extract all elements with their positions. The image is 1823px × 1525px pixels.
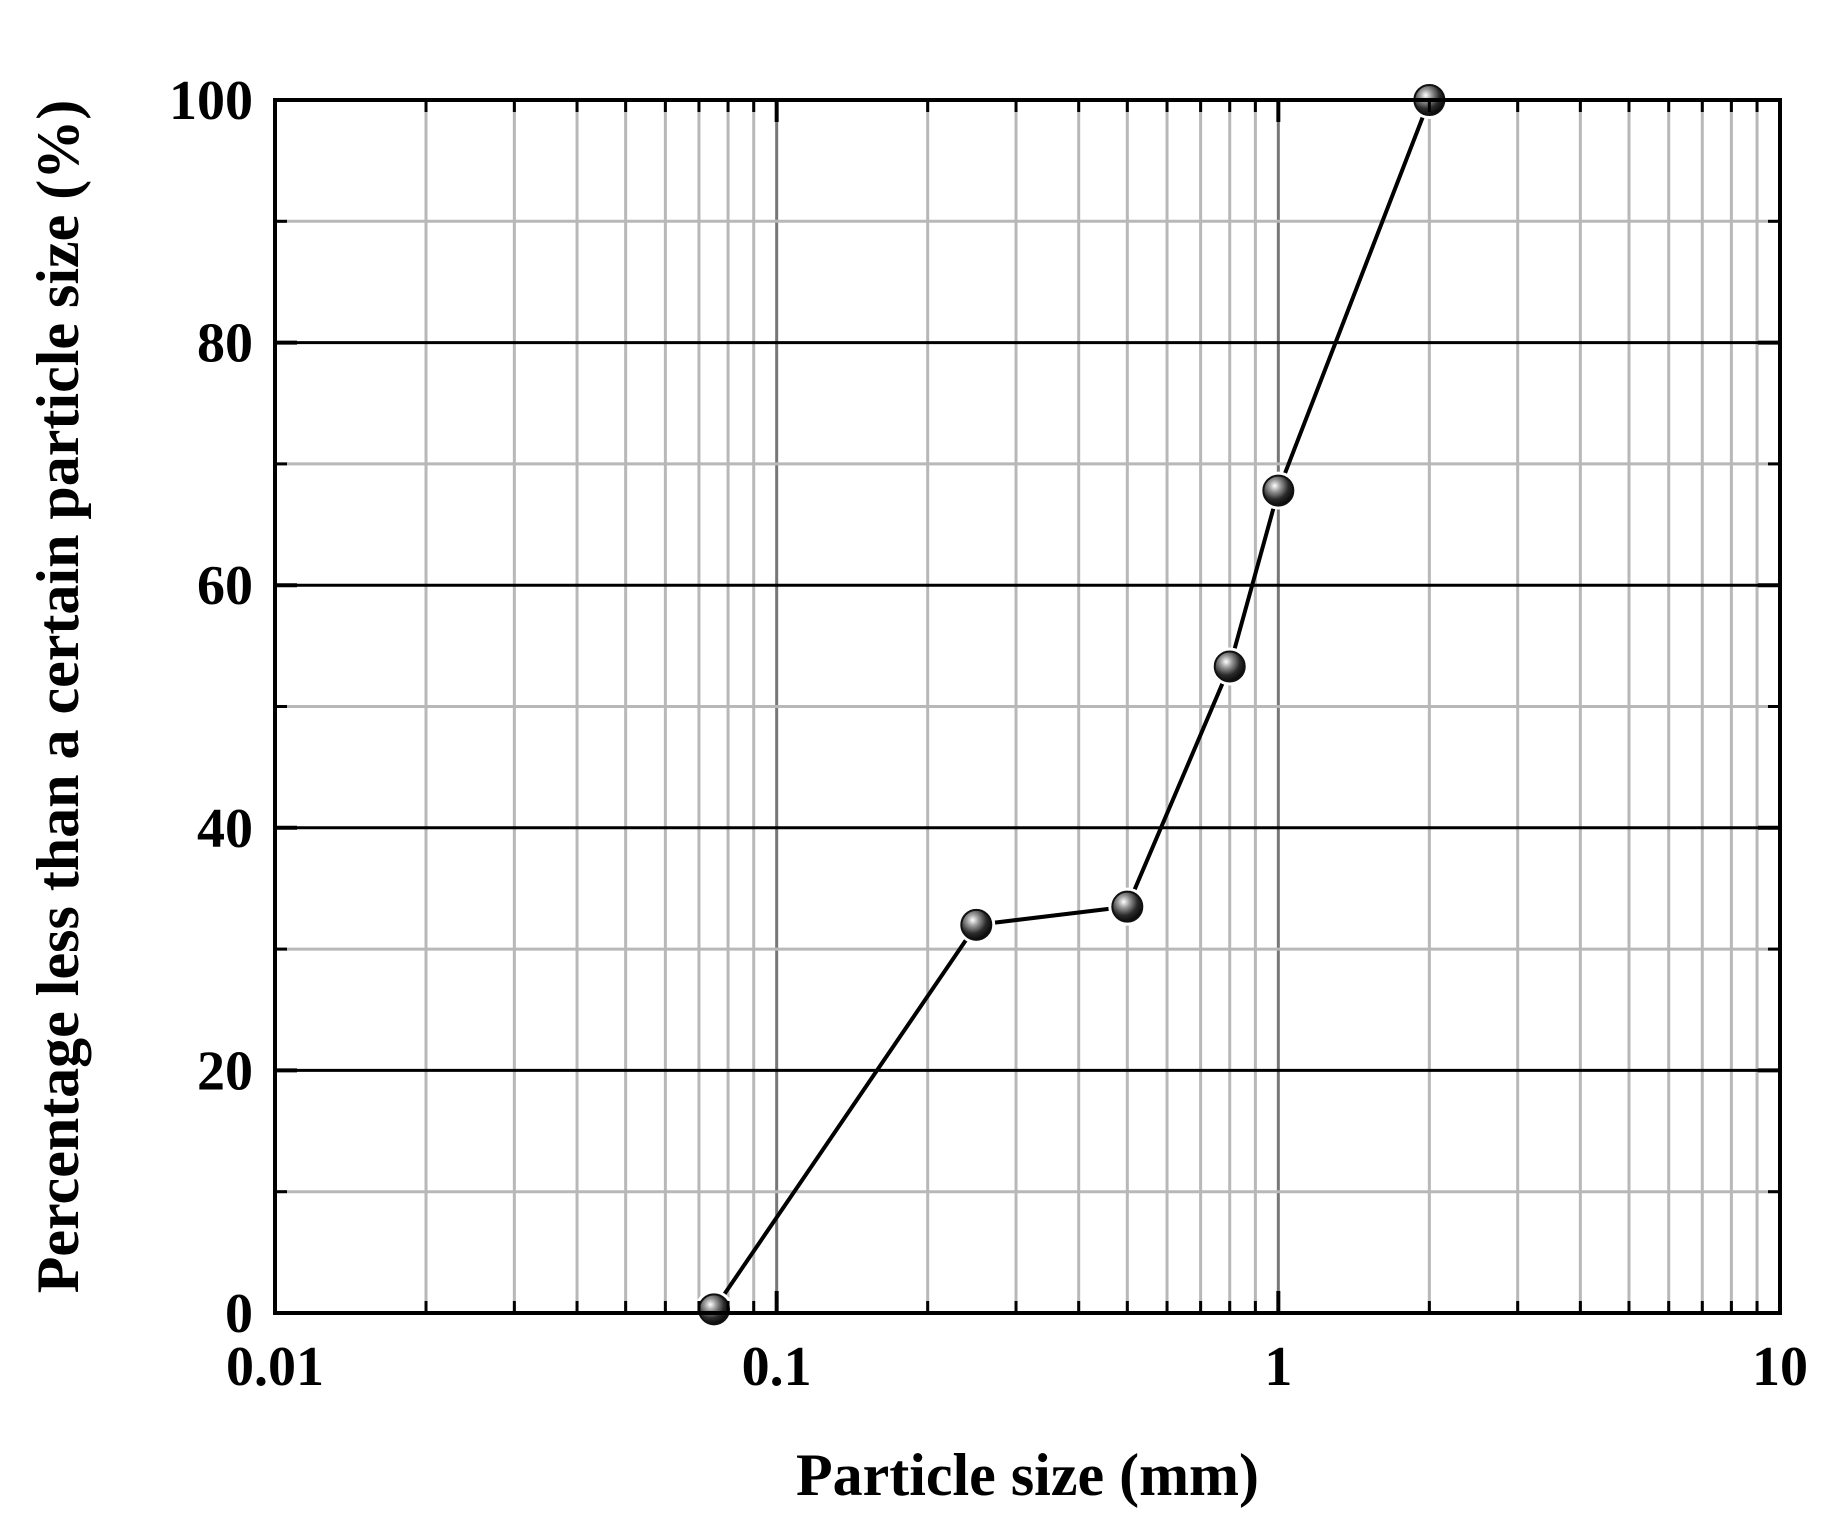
grid — [273, 98, 1782, 1315]
x-tick-label: 1 — [1264, 1336, 1292, 1398]
y-axis-title: Percentage less than a certain particle … — [25, 100, 91, 1294]
series-line-group — [712, 99, 1432, 1311]
series-line — [712, 99, 1432, 1311]
data-point — [960, 908, 993, 941]
data-point — [1111, 890, 1144, 923]
data-point — [1262, 474, 1295, 507]
y-tick-label: 100 — [169, 70, 253, 132]
x-tick-label: 0.01 — [226, 1336, 324, 1398]
x-tick-label: 10 — [1752, 1336, 1808, 1398]
data-point — [697, 1293, 730, 1326]
axis-ticks — [273, 98, 1782, 1315]
y-tick-label: 80 — [197, 313, 253, 375]
data-point — [1213, 650, 1246, 683]
y-tick-label: 0 — [225, 1283, 253, 1345]
x-tick-label: 0.1 — [742, 1336, 812, 1398]
y-tick-label: 20 — [197, 1040, 253, 1102]
y-tick-label: 40 — [197, 798, 253, 860]
data-points — [694, 81, 1449, 1329]
y-tick-label: 60 — [197, 555, 253, 617]
x-axis-title: Particle size (mm) — [796, 1442, 1259, 1508]
